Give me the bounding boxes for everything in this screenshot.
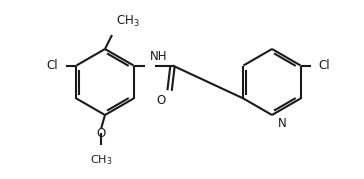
Text: Cl: Cl — [318, 59, 330, 72]
Text: CH$_3$: CH$_3$ — [116, 14, 140, 29]
Text: CH$_3$: CH$_3$ — [90, 153, 112, 167]
Text: NH: NH — [150, 50, 167, 62]
Text: N: N — [278, 117, 287, 130]
Text: O: O — [156, 93, 166, 107]
Text: O: O — [96, 127, 106, 139]
Text: Cl: Cl — [47, 59, 58, 72]
